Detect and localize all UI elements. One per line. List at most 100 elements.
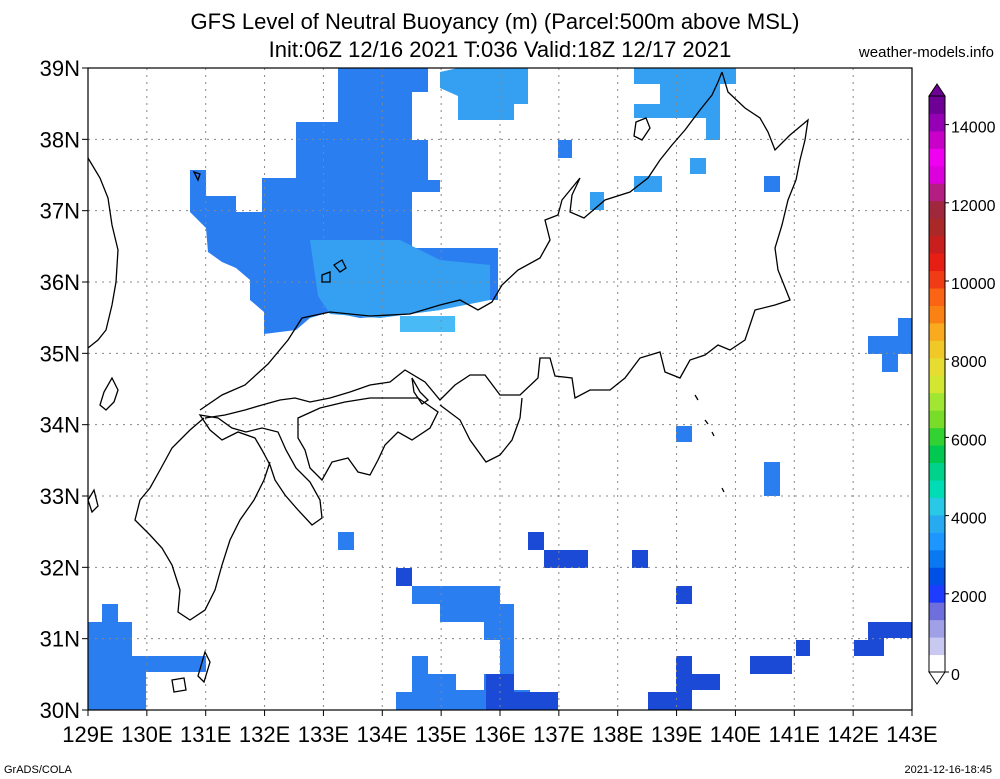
colorbar-top-arrow	[928, 83, 946, 97]
colorbar-segment	[929, 619, 945, 638]
field-patch	[648, 656, 720, 710]
colorbar-segment	[929, 392, 945, 411]
colorbar-segment	[929, 480, 945, 498]
y-tick-label: 33N	[40, 484, 80, 509]
field-patch	[690, 158, 706, 174]
field-patch	[632, 550, 648, 568]
y-tick-label: 38N	[40, 127, 80, 152]
y-tick-label: 35N	[40, 341, 80, 366]
y-tick-label: 39N	[40, 56, 80, 81]
x-tick-label: 139E	[651, 722, 702, 747]
y-tick-label: 31N	[40, 627, 80, 652]
colorbar-segment	[929, 410, 945, 429]
colorbar-segment	[929, 584, 945, 603]
colorbar-segment	[929, 96, 945, 114]
y-tick-label: 37N	[40, 199, 80, 224]
x-tick-label: 143E	[886, 722, 937, 747]
colorbar-segment	[929, 462, 945, 481]
colorbar-segment	[929, 165, 945, 184]
colorbar-segment	[929, 340, 945, 359]
colorbar-segment	[929, 200, 945, 219]
colorbar-label: 2000	[951, 589, 987, 606]
tsushima-island	[99, 376, 119, 411]
colorbar-label: 6000	[951, 432, 987, 449]
y-tick-label: 36N	[40, 270, 80, 295]
x-tick-label: 142E	[827, 722, 878, 747]
footer-timestamp: 2021-12-16-18:45	[904, 764, 992, 776]
colorbar-segment	[929, 567, 945, 586]
colorbar-bottom-arrow	[928, 671, 946, 685]
axes: 129E 130E 131E 132E 133E 134E 135E 136E 137E 138E…	[40, 56, 938, 747]
colorbar: 0 2000 4000 6000 8000 10000 12000 14000	[928, 83, 996, 685]
colorbar-segment	[929, 602, 945, 621]
kyushu-west-coast	[134, 417, 271, 621]
field-patch	[854, 622, 912, 656]
buoyancy-field	[88, 68, 912, 710]
honshu-north-coast	[199, 71, 723, 411]
colorbar-segment	[929, 637, 945, 656]
korea-coast	[87, 157, 119, 349]
field-patch	[400, 316, 455, 332]
field-patch	[634, 68, 736, 140]
field-patch	[764, 176, 780, 192]
izu-islands	[694, 394, 725, 493]
colorbar-segment	[929, 427, 945, 446]
x-tick-label: 133E	[298, 722, 349, 747]
colorbar-segment	[929, 514, 945, 533]
ulleung-island	[192, 170, 201, 182]
coastlines	[87, 71, 809, 693]
field-patch	[676, 586, 692, 604]
colorbar-segment	[929, 305, 945, 324]
kii-peninsula	[439, 397, 523, 463]
colorbar-label: 12000	[951, 198, 996, 215]
field-patch	[528, 532, 588, 568]
colorbar-segment	[929, 113, 945, 132]
y-tick-label: 34N	[40, 413, 80, 438]
honshu-south-coast	[204, 71, 809, 419]
field-patch	[676, 426, 692, 442]
colorbar-segment	[929, 130, 945, 149]
oki-dogo	[333, 259, 347, 273]
field-patch	[796, 640, 810, 656]
field-patch	[338, 532, 354, 550]
colorbar-label: 14000	[951, 120, 996, 137]
field-patch	[868, 318, 912, 372]
colorbar-segment	[929, 357, 945, 376]
map-subtitle: Init:06Z 12/16 2021 T:036 Valid:18Z 12/1…	[268, 37, 732, 62]
grid-lines	[88, 68, 912, 710]
colorbar-segment	[929, 148, 945, 167]
colorbar-label: 4000	[951, 511, 987, 528]
x-tick-label: 134E	[357, 722, 408, 747]
colorbar-label: 10000	[951, 276, 996, 293]
footer-grads-credit: GrADS/COLA	[4, 764, 72, 776]
colorbar-segment	[929, 253, 945, 272]
colorbar-label: 8000	[951, 354, 987, 371]
field-patch	[412, 586, 514, 674]
field-patch	[590, 192, 604, 210]
colorbar-frame	[928, 95, 946, 673]
colorbar-segment	[929, 445, 945, 464]
colorbar-label: 0	[951, 667, 960, 684]
x-tick-label: 129E	[62, 722, 113, 747]
field-patch	[558, 140, 572, 158]
colorbar-segment	[929, 549, 945, 568]
x-tick-label: 137E	[533, 722, 584, 747]
colorbar-segment	[929, 218, 945, 237]
x-tick-label: 141E	[769, 722, 820, 747]
colorbar-segment	[929, 235, 945, 254]
x-tick-label: 130E	[121, 722, 172, 747]
colorbar-segment	[929, 270, 945, 289]
field-patch	[486, 674, 558, 710]
x-tick-label: 140E	[710, 722, 761, 747]
x-tick-label: 132E	[239, 722, 290, 747]
goto-islands	[87, 488, 99, 514]
field-patch	[310, 240, 490, 318]
field-patch	[634, 176, 662, 192]
site-credit: weather-models.info	[858, 44, 994, 61]
field-patch	[396, 568, 412, 586]
map-title: GFS Level of Neutral Buoyancy (m) (Parce…	[190, 9, 800, 34]
colorbar-segment	[929, 183, 945, 202]
colorbar-segment	[929, 654, 945, 673]
x-tick-label: 131E	[180, 722, 231, 747]
